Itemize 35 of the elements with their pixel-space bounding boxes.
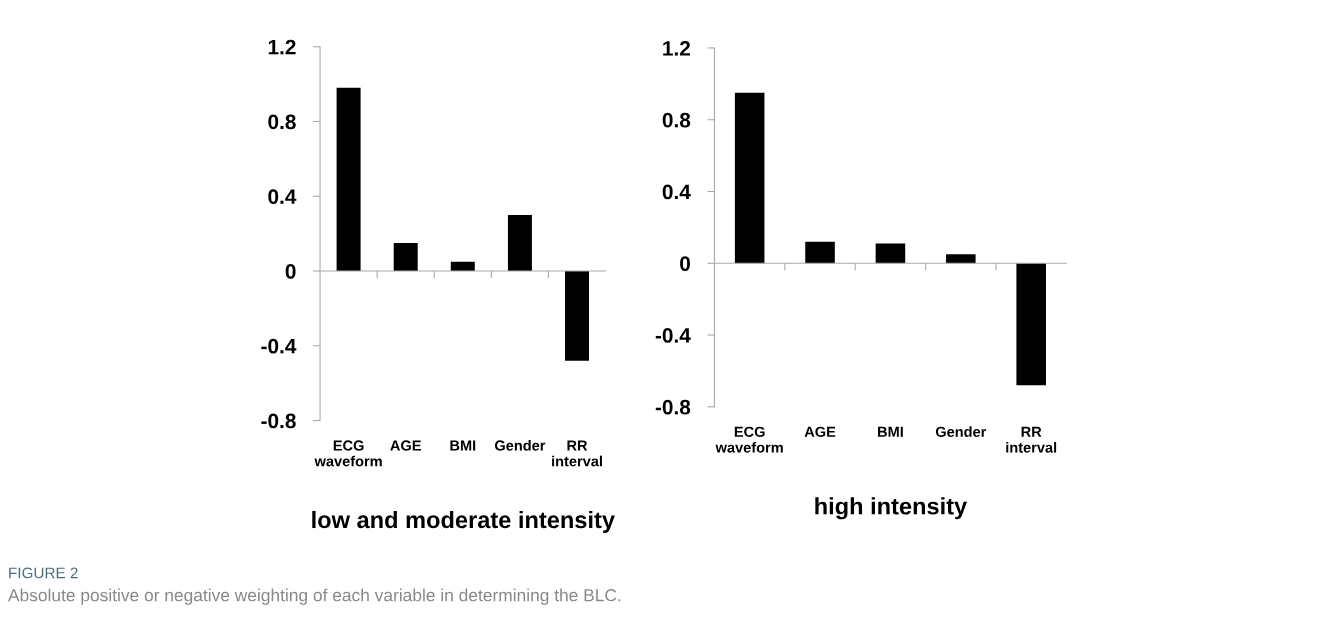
x-tick-label: AGE: [804, 426, 836, 437]
x-tick-label: BMI: [878, 426, 903, 437]
bar: [565, 271, 590, 361]
x-tick-label: AGE: [390, 440, 421, 451]
x-tick-label: BMI: [450, 440, 476, 451]
bar: [875, 243, 906, 264]
bar: [946, 254, 976, 264]
bar: [507, 214, 532, 272]
x-tick-label: RR interval: [1006, 426, 1057, 453]
y-tick-label: -0.8: [261, 413, 296, 429]
x-tick-label: Gender: [935, 426, 987, 437]
y-tick-label: -0.8: [655, 399, 691, 415]
text: Absolute positive or negative weighting of each variable in determining the BLC.: [8, 588, 621, 605]
y-tick-label: 1.2: [663, 40, 691, 56]
y-tick-label: 0.4: [268, 189, 297, 204]
x-axis-title: low and moderate intensity: [312, 510, 615, 533]
y-tick-label: -0.4: [655, 328, 691, 343]
y-tick-label: 0.8: [662, 112, 691, 128]
x-axis-title: high intensity: [815, 497, 968, 520]
y-tick-label: 0: [680, 256, 690, 272]
bar: [734, 92, 765, 264]
bar: [1016, 263, 1046, 386]
bar: [336, 87, 361, 272]
y-tick-label: 0.4: [662, 184, 691, 200]
x-tick-label: ECG waveform: [314, 440, 382, 467]
y-tick-label: 0: [285, 264, 296, 279]
x-tick-label: Gender: [494, 439, 546, 451]
y-tick-label: 0.8: [268, 114, 296, 130]
y-tick-label: 1.2: [268, 39, 296, 55]
caption: FIGURE 2: [9, 567, 78, 579]
x-tick-label: RR interval: [552, 440, 602, 467]
bar: [805, 241, 835, 264]
bar: [393, 242, 418, 272]
y-tick-label: -0.4: [261, 338, 297, 354]
x-tick-label: ECG waveform: [715, 426, 783, 453]
